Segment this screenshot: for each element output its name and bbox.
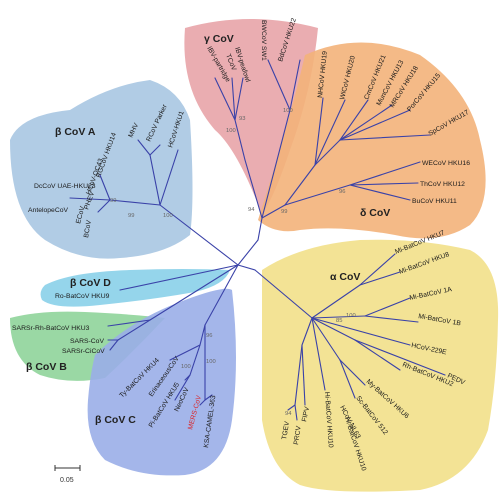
bootstrap-value: 94 — [248, 207, 255, 213]
bootstrap-value: 99 — [110, 198, 116, 204]
bootstrap-value: 99 — [281, 209, 287, 215]
leaf-label: NHCoV HKU19 — [317, 51, 329, 99]
delta-cov-region — [258, 42, 486, 239]
leaf-label: Hi-BatCoV HKU10 — [323, 392, 334, 448]
tree-branches — [69, 59, 446, 421]
leaf-label: ECoV — [75, 205, 86, 224]
bootstrap-value: 93 — [239, 116, 245, 122]
scale-bar-label: 0.05 — [60, 477, 74, 484]
leaf-label: BuCoV HKU11 — [412, 198, 457, 205]
bootstrap-value: 96 — [339, 189, 345, 195]
group-label-gamma: γ CoV — [204, 33, 234, 45]
leaf-label: SARSr-Rh-BatCoV HKU3 — [12, 325, 90, 332]
bootstrap-value: 94 — [285, 411, 292, 417]
leaf-label: PRCV — [293, 425, 303, 445]
leaf-label: SARSr-CiCoV — [62, 348, 105, 355]
leaf-label: AntelopeCoV — [28, 207, 69, 214]
leaf-label: FIPV — [301, 406, 311, 423]
bootstrap-value: 100 — [181, 364, 191, 370]
group-label-delta: δ CoV — [360, 207, 390, 219]
beta-cov-b-region — [10, 311, 165, 381]
leaf-label: WECoV HKU16 — [422, 160, 470, 167]
leaf-label: BWCoV SW1 — [260, 20, 267, 61]
beta-cov-d-region — [40, 269, 230, 307]
group-label-beta-d: β CoV D — [70, 277, 111, 289]
leaf-label: SARS-CoV — [70, 338, 104, 345]
beta-cov-a-region — [10, 80, 193, 259]
leaf-label: BCoV — [83, 219, 93, 238]
group-label-beta-a: β CoV A — [55, 126, 96, 138]
alpha-cov-region — [262, 239, 499, 492]
bootstrap-value: 96 — [206, 333, 212, 339]
group-label-alpha: α CoV — [330, 271, 360, 283]
leaf-label: Ro-BatCoV HKU9 — [55, 293, 110, 300]
bootstrap-value: 100 — [206, 359, 216, 365]
bootstrap-value: 100 — [226, 128, 236, 134]
leaf-label: TGEV — [281, 420, 291, 440]
bootstrap-value: 100 — [163, 213, 173, 219]
group-label-beta-b: β CoV B — [26, 361, 67, 373]
bootstrap-value: 99 — [128, 213, 134, 219]
gamma-cov-region — [184, 19, 318, 215]
leaf-label: ThCoV HKU12 — [420, 181, 465, 188]
bootstrap-value: 100 — [346, 313, 356, 319]
scale-bar: 0.05 — [54, 465, 81, 484]
bootstrap-value: 100 — [283, 108, 293, 114]
bootstrap-value: 85 — [336, 318, 342, 324]
group-label-beta-c: β CoV C — [95, 414, 136, 426]
leaf-label: DcCoV UAE-HKU23 — [34, 183, 96, 190]
